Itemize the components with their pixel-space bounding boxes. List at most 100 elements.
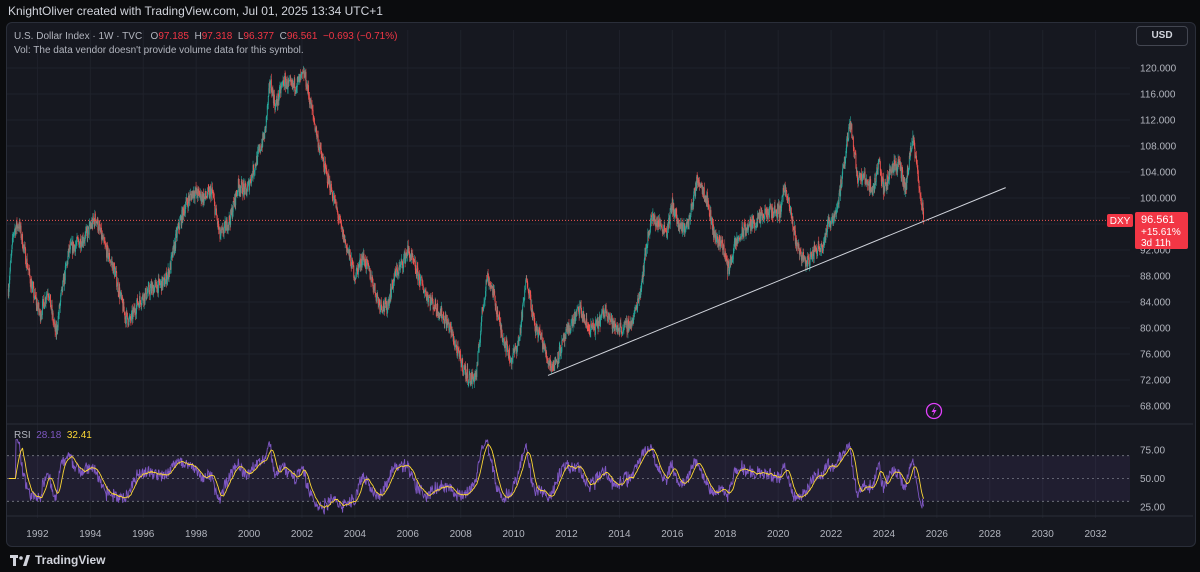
candle-body (639, 294, 641, 298)
candle-body (658, 220, 659, 227)
candle-body (860, 173, 862, 180)
candle-body (695, 182, 697, 191)
candle-body (642, 275, 644, 280)
candle-body (833, 218, 834, 224)
candle-body (92, 216, 94, 228)
candle-body (183, 209, 185, 216)
candle-body (307, 84, 308, 91)
candle-body (125, 311, 127, 324)
candle-body (150, 284, 152, 288)
candle-body (332, 198, 334, 201)
candle-body (50, 307, 52, 309)
candle-body (246, 191, 248, 196)
candle-body (525, 279, 527, 290)
candle-body (463, 366, 465, 370)
candle-body (80, 239, 82, 248)
candle-body (820, 244, 822, 252)
candle-body (447, 322, 449, 325)
candle-body (48, 297, 50, 300)
candle-body (442, 314, 444, 318)
candle-body (639, 294, 641, 295)
candle-body (723, 245, 725, 257)
candle-body (833, 213, 835, 219)
candle-body (835, 210, 836, 214)
candle-body (110, 262, 112, 263)
candle-body (414, 260, 416, 262)
candle-body (711, 217, 713, 224)
lightning-icon[interactable] (925, 402, 943, 420)
candle-body (916, 165, 918, 170)
candle-body (427, 295, 429, 302)
candle-body (655, 222, 657, 226)
candle-body (753, 221, 755, 224)
candle-body (610, 318, 612, 321)
candle-body (10, 257, 12, 262)
candle-body (907, 169, 909, 175)
candle-body (344, 235, 346, 243)
candle-body (464, 365, 466, 370)
candle-body (337, 212, 339, 219)
candle-body (597, 317, 599, 329)
candle-body (116, 285, 118, 288)
candle-body (231, 208, 233, 218)
candle-body (571, 322, 572, 324)
candle-body (197, 194, 199, 198)
candle-body (612, 318, 614, 329)
candle-body (550, 367, 552, 370)
candle-body (467, 368, 469, 383)
ohlc-row: U.S. Dollar Index · 1W · TVC O97.185 H97… (14, 30, 397, 44)
candle-body (246, 185, 248, 192)
candle-body (322, 157, 324, 158)
candle-body (166, 279, 168, 284)
candle-body (255, 164, 257, 167)
candle-body (804, 256, 806, 260)
candle-body (190, 193, 191, 195)
candle-body (465, 365, 467, 379)
candle-body (832, 215, 834, 224)
candle-body (376, 294, 378, 301)
candle-body (687, 219, 688, 225)
candle-body (841, 174, 843, 185)
ticker-label: DXY (1110, 216, 1131, 227)
candle-body (381, 310, 383, 311)
candle-body (877, 161, 879, 170)
candle-body (647, 231, 649, 246)
candle-body (562, 338, 564, 341)
candle-body (48, 293, 49, 298)
candle-body (505, 339, 507, 352)
candle-body (872, 187, 874, 195)
candle-body (757, 213, 759, 223)
candle-body (164, 277, 165, 287)
candle-body (801, 256, 802, 261)
candle-body (447, 322, 449, 324)
candle-body (563, 334, 565, 339)
change-value: −0.693 (−0.71%) (322, 31, 398, 42)
candle-body (193, 190, 195, 197)
time-tick-label: 1998 (185, 529, 208, 540)
tradingview-logo[interactable]: TradingView (10, 553, 105, 567)
candle-body (290, 80, 292, 83)
rsi-line (8, 439, 925, 515)
candle-body (874, 177, 876, 191)
candle-body (623, 322, 625, 325)
candle-body (666, 233, 668, 237)
candle-body (29, 276, 31, 284)
candle-body (769, 203, 771, 205)
candle-body (756, 222, 758, 223)
price-tick-label: 80.000 (1140, 324, 1171, 335)
chart-frame[interactable] (6, 22, 1196, 547)
candle-body (189, 194, 191, 201)
candle-body (499, 317, 501, 325)
candle-body (256, 156, 258, 165)
candle-body (884, 182, 886, 191)
candle-body (704, 198, 706, 200)
candle-body (429, 296, 431, 298)
currency-button[interactable]: USD (1136, 26, 1188, 46)
candle-body (113, 263, 115, 268)
volume-note: Vol: The data vendor doesn't provide vol… (14, 45, 304, 56)
candle-body (12, 234, 14, 238)
candle-body (456, 349, 458, 356)
candle-body (472, 374, 474, 379)
candle-body (471, 374, 473, 384)
